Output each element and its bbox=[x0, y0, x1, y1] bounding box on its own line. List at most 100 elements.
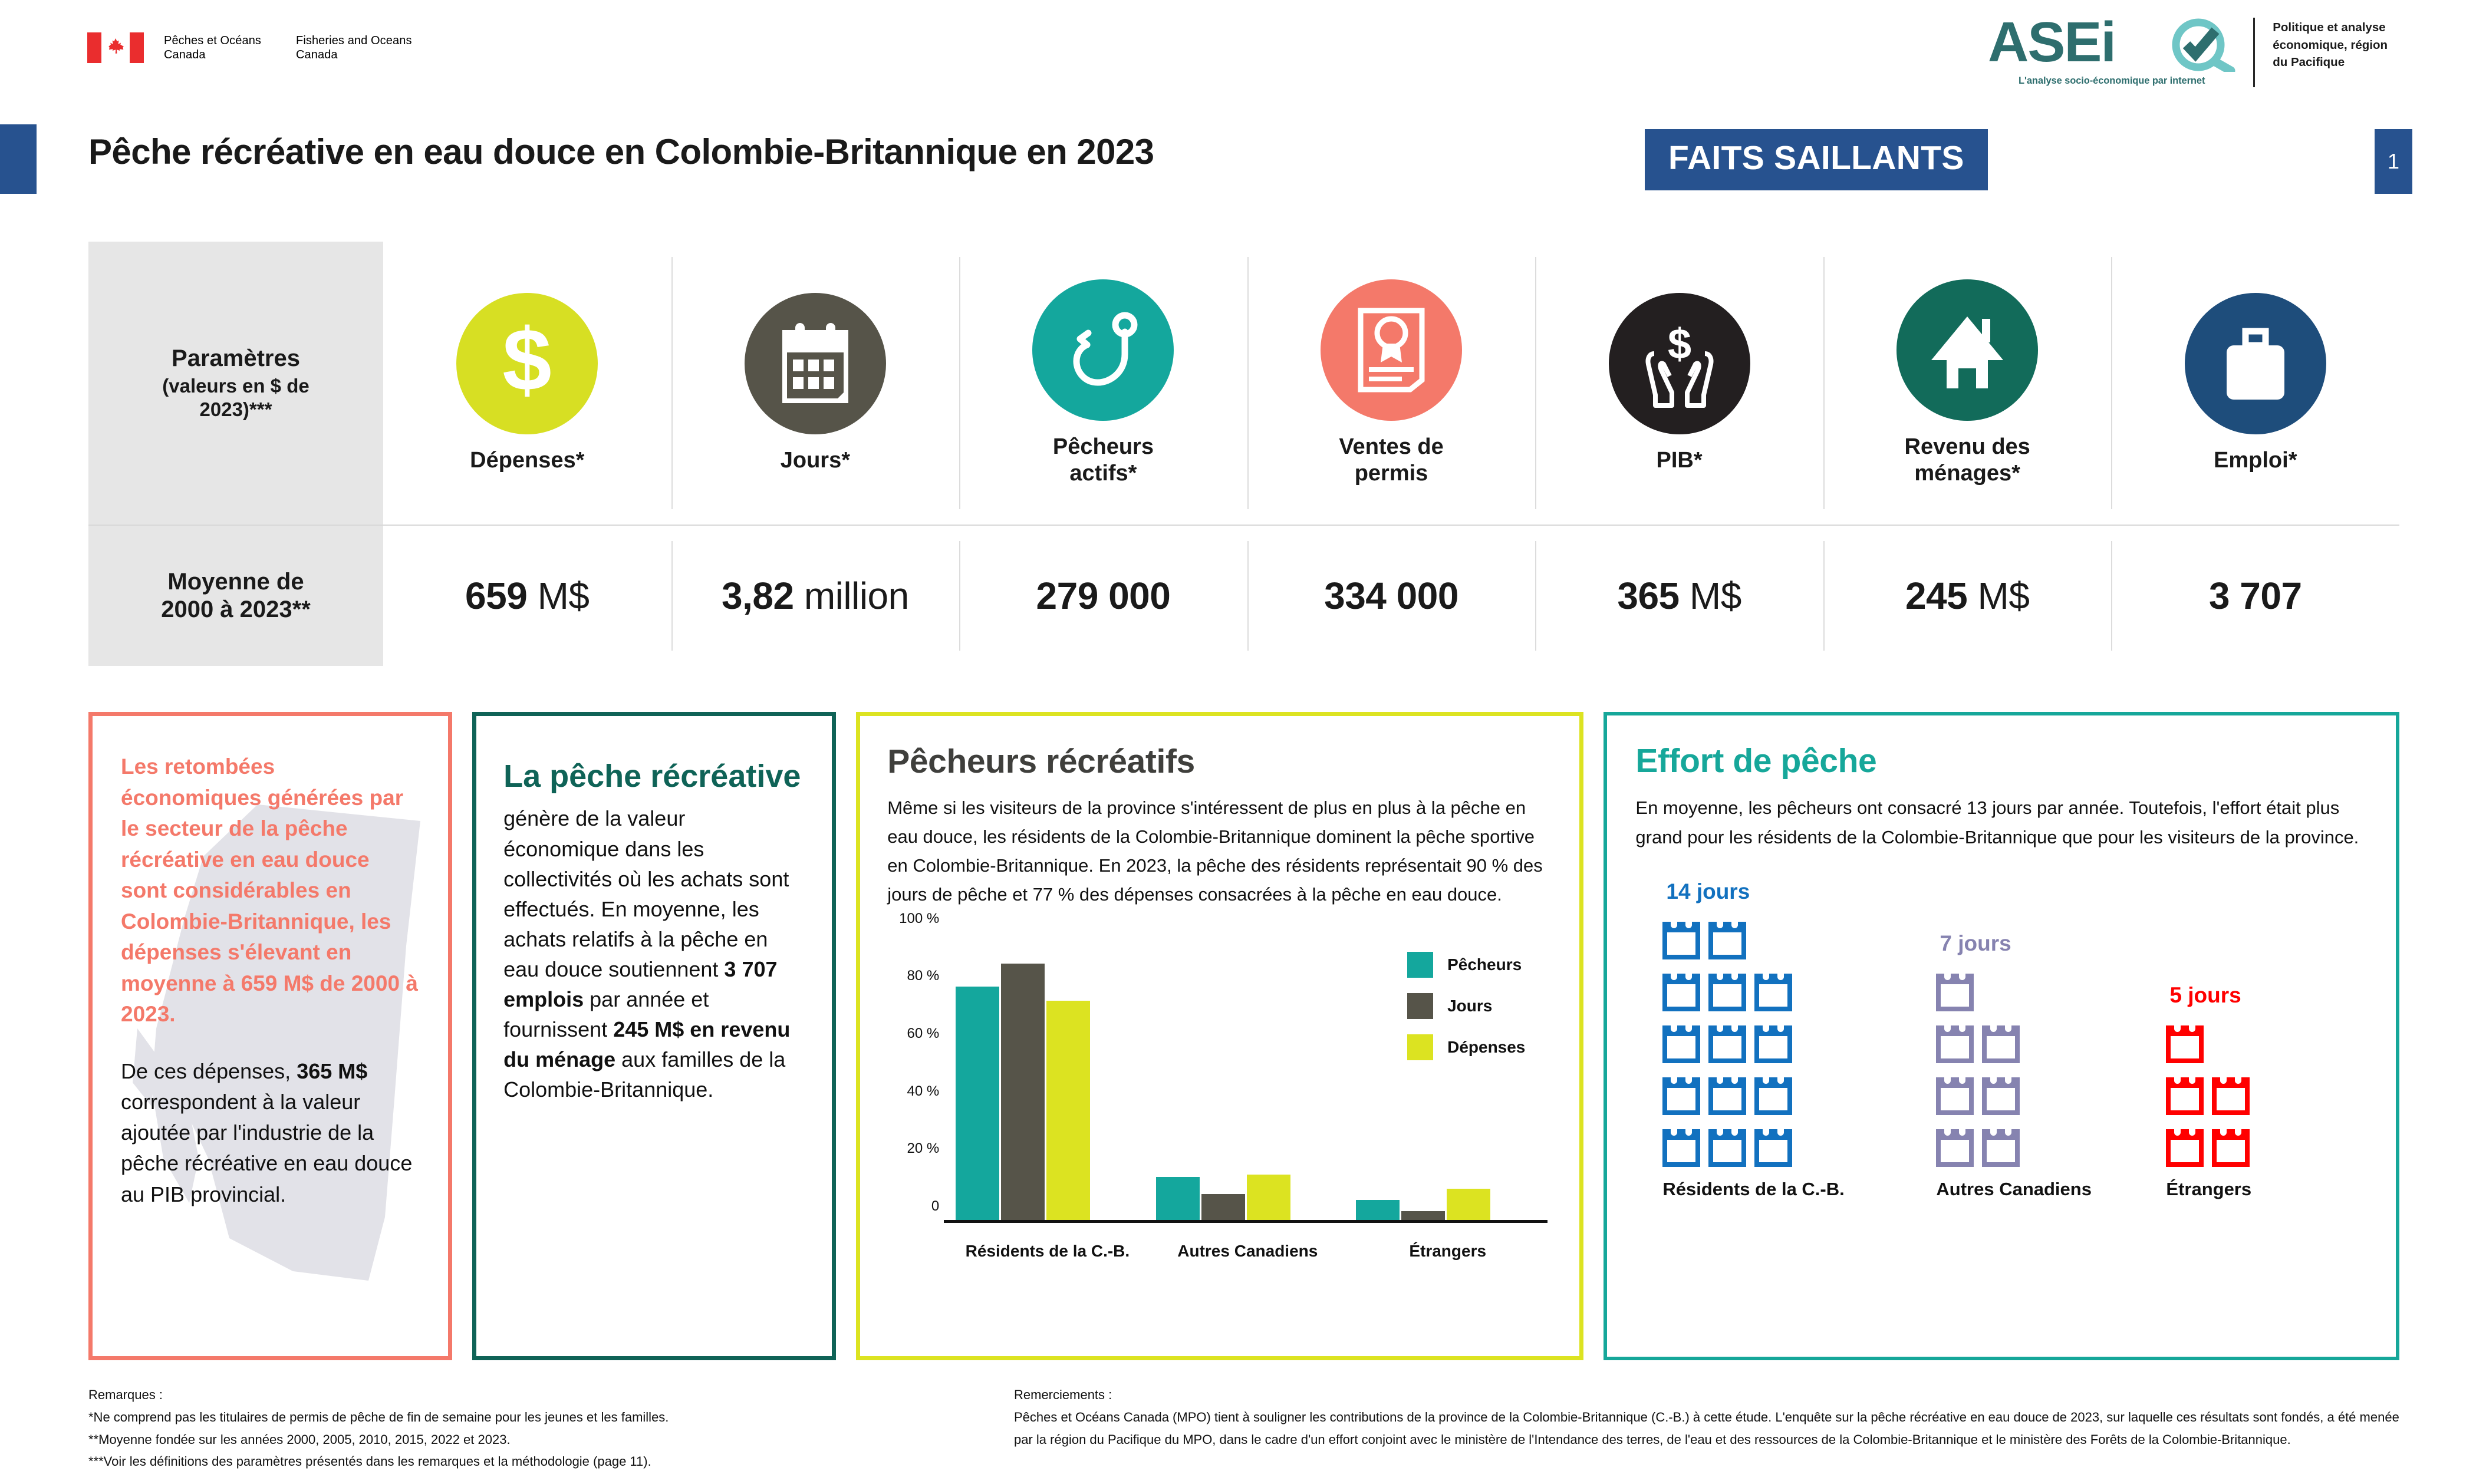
left-accent-tab bbox=[0, 124, 37, 194]
pictogram-caption: Résidents de la C.-B. bbox=[1662, 1179, 1845, 1200]
chart-plot-area: 0 20 % 40 % 60 % 80 % 100 % bbox=[899, 911, 1548, 1223]
calendar-row bbox=[1662, 1122, 1793, 1168]
calendar-row bbox=[1662, 915, 1792, 960]
page-header: Pêches et Océans Canada Fisheries and Oc… bbox=[0, 0, 2476, 112]
calendar-row bbox=[2166, 1018, 2250, 1064]
fishing-seg-2: par année et fournissent bbox=[503, 987, 709, 1042]
calendar-icon bbox=[1936, 1018, 1974, 1064]
calendar-icon bbox=[1754, 1122, 1793, 1168]
parameters-header-subtitle: (valeurs en $ de 2023)*** bbox=[162, 375, 310, 420]
calendar-icon bbox=[1936, 1070, 1974, 1116]
panel-anglers: Pêcheurs récréatifs Même si les visiteur… bbox=[856, 712, 1584, 1360]
panel-effort-title: Effort de pêche bbox=[1635, 742, 1877, 780]
calendar-icon bbox=[2166, 1122, 2204, 1168]
parameter-label: Jours* bbox=[780, 447, 850, 473]
signature-text-fr: Pêches et Océans Canada bbox=[164, 34, 262, 61]
parameters-table-header-cell: Paramètres (valeurs en $ de 2023)*** bbox=[88, 242, 383, 525]
calendar-grid bbox=[1936, 959, 2020, 1168]
legend-swatch bbox=[1407, 992, 1434, 1019]
calendar-row bbox=[1662, 967, 1793, 1012]
header-divider bbox=[2253, 18, 2256, 87]
chart-bar bbox=[1046, 1000, 1091, 1220]
parameter-value: 659 M$ bbox=[465, 575, 590, 617]
chart-bar bbox=[956, 986, 1000, 1220]
pictogram-days-label: 7 jours bbox=[1940, 931, 2011, 956]
parameter-label: Pêcheurs actifs* bbox=[1052, 434, 1154, 486]
parameter-value-5: 365 M$ bbox=[1535, 526, 1823, 666]
calendar-row bbox=[1936, 1122, 2020, 1168]
legend-label: Dépenses bbox=[1447, 1037, 1526, 1056]
maple-leaf-icon bbox=[108, 38, 124, 54]
british-columbia-map-icon bbox=[133, 804, 420, 1281]
chart-group-1 bbox=[947, 935, 1147, 1220]
remark-2: **Moyenne fondée sur les années 2000, 20… bbox=[88, 1432, 511, 1447]
asei-letters-icon: ASEi bbox=[1988, 15, 2235, 72]
panel-anglers-body: Même si les visiteurs de la province s'i… bbox=[887, 797, 1543, 905]
parameter-value-4: 334 000 bbox=[1247, 526, 1536, 666]
calendar-icon bbox=[2166, 1018, 2204, 1064]
chart-category-label: Autres Canadiens bbox=[1177, 1241, 1318, 1260]
parameter-value: 279 000 bbox=[1036, 575, 1171, 617]
chart-bar bbox=[1001, 964, 1045, 1220]
chart-x-axis bbox=[944, 1219, 1548, 1223]
acknowledgements-text: Pêches et Océans Canada (MPO) tient à so… bbox=[1014, 1409, 2399, 1447]
permit-certificate-icon bbox=[1321, 279, 1463, 421]
highlights-badge: FAITS SAILLANTS bbox=[1645, 129, 1988, 190]
parameters-header-title: Paramètres bbox=[172, 345, 300, 372]
parameter-value-2: 3,82 million bbox=[671, 526, 960, 666]
calendar-icon bbox=[1982, 1122, 2020, 1168]
hands-holding-dollar-icon: $ bbox=[1608, 292, 1750, 434]
calendar-row bbox=[1936, 1018, 2020, 1064]
pictogram-group-3: 5 jours Étrangers bbox=[2166, 882, 2390, 1200]
calendar-row bbox=[1662, 1070, 1793, 1116]
legend-swatch bbox=[1407, 951, 1434, 978]
parameter-column-7: Emploi* bbox=[2111, 242, 2399, 525]
government-of-canada-signature: Pêches et Océans Canada Fisheries and Oc… bbox=[87, 32, 414, 63]
title-bar: Pêche récréative en eau douce en Colombi… bbox=[0, 121, 2476, 196]
parameter-column-5: $ PIB* bbox=[1535, 242, 1823, 525]
parameter-value-7: 3 707 bbox=[2111, 526, 2399, 666]
remark-1: *Ne comprend pas les titulaires de permi… bbox=[88, 1409, 669, 1424]
calendar-icon bbox=[744, 292, 886, 434]
calendar-row bbox=[2166, 1070, 2250, 1116]
fishing-seg-3: aux familles de la Colombie-Britannique. bbox=[503, 1047, 786, 1102]
canada-flag-icon bbox=[87, 32, 144, 63]
chart-y-tick: 100 % bbox=[899, 910, 940, 926]
calendar-icon bbox=[1936, 967, 1974, 1012]
briefcase-icon bbox=[2184, 292, 2326, 434]
chart-legend-item: Pêcheurs bbox=[1407, 951, 1525, 978]
panel-recreational-fishing: La pêche récréative génère de la valeur … bbox=[472, 712, 837, 1360]
calendar-icon bbox=[1754, 967, 1793, 1012]
parameter-column-2: Jours* bbox=[671, 242, 960, 525]
parameter-value-6: 245 M$ bbox=[1823, 526, 2112, 666]
panel-anglers-title: Pêcheurs récréatifs bbox=[887, 743, 1195, 780]
parameters-icon-row: Paramètres (valeurs en $ de 2023)*** $ Dép… bbox=[88, 242, 2399, 525]
calendar-icon bbox=[1662, 1122, 1701, 1168]
calendar-icon bbox=[1708, 1122, 1747, 1168]
fish-hook-icon bbox=[1032, 279, 1174, 421]
calendar-grid bbox=[2166, 1011, 2250, 1168]
chart-bar bbox=[1155, 1177, 1200, 1220]
calendar-icon bbox=[2212, 1122, 2250, 1168]
parameter-value: 365 M$ bbox=[1617, 575, 1741, 617]
chart-bar bbox=[1401, 1211, 1445, 1220]
parameter-label: PIB* bbox=[1656, 447, 1703, 473]
legend-swatch bbox=[1407, 1034, 1434, 1060]
parameters-table: Paramètres (valeurs en $ de 2023)*** $ Dép… bbox=[88, 242, 2399, 666]
fishing-bold-income: 245 M$ en revenu du ménage bbox=[503, 1017, 791, 1072]
effort-pictogram: 14 jours Résidents de la C.-B. 7 jours Autr… bbox=[1635, 858, 2368, 1200]
calendar-icon bbox=[1708, 1018, 1747, 1064]
chart-legend-item: Dépenses bbox=[1407, 1034, 1525, 1060]
chart-y-tick: 60 % bbox=[907, 1025, 940, 1042]
panel-fishing-body: génère de la valeur économique dans les … bbox=[503, 803, 805, 1104]
chart-bar-groups bbox=[947, 935, 1548, 1220]
legend-label: Pêcheurs bbox=[1447, 955, 1522, 974]
chart-y-tick: 40 % bbox=[907, 1083, 940, 1099]
calendar-icon bbox=[1754, 1018, 1793, 1064]
chart-group-2 bbox=[1148, 935, 1348, 1220]
asei-tagline: L'analyse socio-économique par internet bbox=[2019, 75, 2205, 86]
calendar-icon bbox=[1936, 1122, 1974, 1168]
fishing-bold-jobs: 3 707 emplois bbox=[503, 957, 778, 1012]
chart-legend-item: Jours bbox=[1407, 992, 1525, 1019]
calendar-icon bbox=[1708, 915, 1747, 960]
